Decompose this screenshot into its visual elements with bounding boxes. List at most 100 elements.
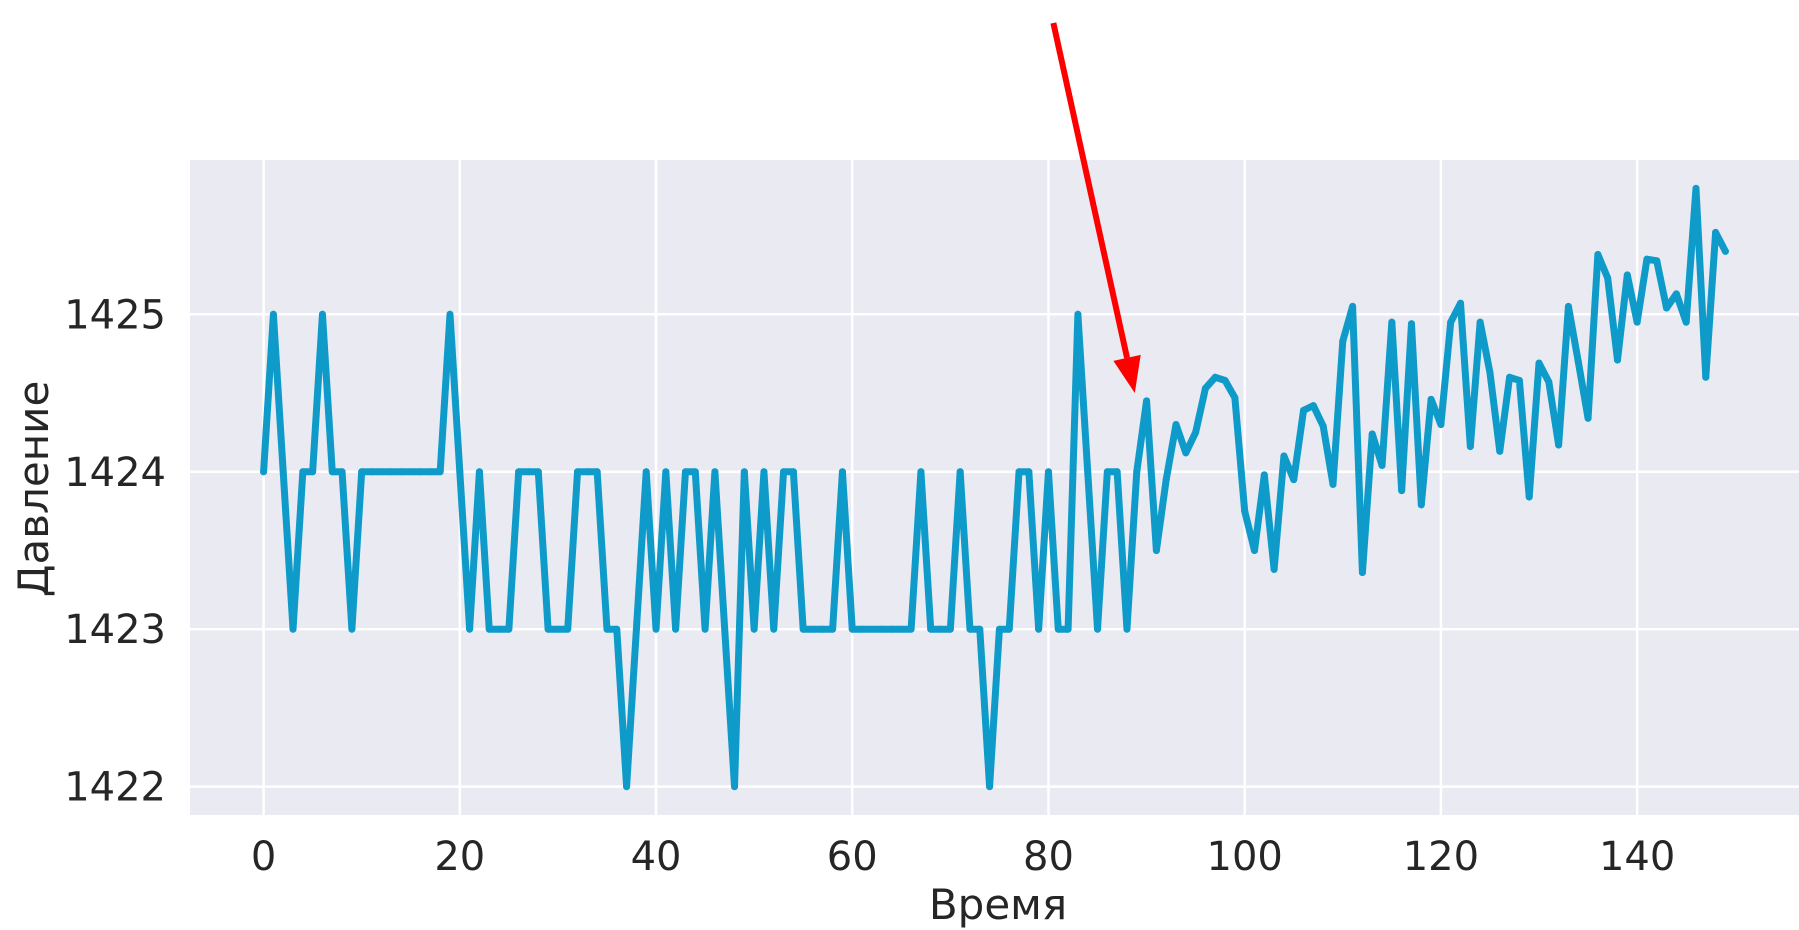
x-tick-label: 60 xyxy=(827,834,878,880)
data-point xyxy=(878,625,886,633)
data-point xyxy=(1094,625,1102,633)
data-point xyxy=(1064,625,1072,633)
data-point xyxy=(701,625,709,633)
data-point xyxy=(946,625,954,633)
data-point xyxy=(1133,468,1141,476)
data-point xyxy=(1623,271,1631,279)
data-point xyxy=(1555,441,1563,449)
data-point xyxy=(642,468,650,476)
data-point xyxy=(1437,421,1445,429)
data-point xyxy=(1005,625,1013,633)
tick-labels: 0 20 40 60 80 100 120 140 1422 1423 1424 1425 xyxy=(64,292,1675,880)
data-point xyxy=(770,625,778,633)
data-point xyxy=(426,468,434,476)
data-point xyxy=(1515,376,1523,384)
data-point xyxy=(1525,493,1533,501)
y-tick-label: 1424 xyxy=(64,450,166,496)
data-point xyxy=(387,468,395,476)
data-point xyxy=(1192,428,1200,436)
data-point xyxy=(309,468,317,476)
data-point xyxy=(1594,250,1602,258)
data-point xyxy=(1290,476,1298,484)
data-point xyxy=(897,625,905,633)
arrow-head xyxy=(1113,354,1141,393)
data-point xyxy=(681,468,689,476)
data-point xyxy=(1682,318,1690,326)
data-point xyxy=(1211,373,1219,381)
data-point xyxy=(613,625,621,633)
data-point xyxy=(485,625,493,633)
data-point xyxy=(603,625,611,633)
data-point xyxy=(377,468,385,476)
data-point xyxy=(1103,468,1111,476)
y-tick-label: 1425 xyxy=(64,292,166,338)
data-point xyxy=(1672,290,1680,298)
x-tick-label: 0 xyxy=(251,834,276,880)
data-point xyxy=(1201,384,1209,392)
data-point xyxy=(1633,318,1641,326)
y-axis-label: Давление xyxy=(9,381,58,598)
data-point xyxy=(1231,394,1239,402)
data-point xyxy=(1407,320,1415,328)
data-point xyxy=(995,625,1003,633)
data-point xyxy=(789,468,797,476)
data-point xyxy=(574,468,582,476)
data-point xyxy=(1604,274,1612,282)
data-point xyxy=(799,625,807,633)
data-point xyxy=(436,468,444,476)
data-point xyxy=(397,468,405,476)
data-point xyxy=(289,625,297,633)
data-point xyxy=(1250,546,1258,554)
x-axis-label: Время xyxy=(929,880,1067,929)
data-point xyxy=(740,468,748,476)
data-point xyxy=(554,625,562,633)
data-point xyxy=(1113,468,1121,476)
x-tick-label: 20 xyxy=(434,834,485,880)
x-tick-label: 100 xyxy=(1207,834,1283,880)
data-point xyxy=(858,625,866,633)
x-tick-label: 80 xyxy=(1023,834,1074,880)
data-point xyxy=(564,625,572,633)
data-point xyxy=(1506,373,1514,381)
data-point xyxy=(780,468,788,476)
data-point xyxy=(1486,369,1494,377)
data-point xyxy=(1398,487,1406,495)
data-point xyxy=(338,468,346,476)
data-point xyxy=(1241,507,1249,515)
data-point xyxy=(731,783,739,791)
data-point xyxy=(534,468,542,476)
data-point xyxy=(907,625,915,633)
data-point xyxy=(279,468,287,476)
arrow-shaft xyxy=(1050,22,1130,359)
data-point xyxy=(672,625,680,633)
data-point xyxy=(299,468,307,476)
data-point xyxy=(1329,480,1337,488)
data-point xyxy=(652,625,660,633)
data-point xyxy=(1712,228,1720,236)
data-point xyxy=(544,625,552,633)
data-point xyxy=(1280,452,1288,460)
data-point xyxy=(1349,302,1357,310)
data-point xyxy=(269,310,277,318)
data-point xyxy=(318,310,326,318)
data-point xyxy=(1143,397,1151,405)
data-point xyxy=(1221,376,1229,384)
data-point xyxy=(1545,378,1553,386)
data-point xyxy=(260,468,268,476)
data-point xyxy=(632,625,640,633)
data-point xyxy=(887,625,895,633)
data-point xyxy=(1123,625,1131,633)
data-point xyxy=(662,468,670,476)
data-point xyxy=(1663,304,1671,312)
data-point xyxy=(1584,414,1592,422)
data-point xyxy=(1417,501,1425,509)
data-point xyxy=(1309,402,1317,410)
data-point xyxy=(466,625,474,633)
data-point xyxy=(1339,337,1347,345)
data-point xyxy=(1476,318,1484,326)
series-points xyxy=(260,184,1729,791)
data-point xyxy=(1162,476,1170,484)
data-point xyxy=(1152,546,1160,554)
data-point xyxy=(868,625,876,633)
annotation-arrow xyxy=(1050,22,1141,393)
